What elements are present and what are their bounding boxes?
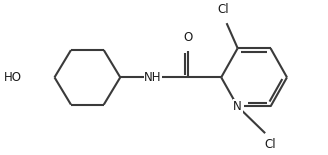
Text: HO: HO	[4, 71, 22, 84]
Text: N: N	[233, 100, 242, 113]
Text: O: O	[184, 31, 193, 44]
Text: Cl: Cl	[265, 138, 277, 151]
Text: Cl: Cl	[218, 3, 229, 16]
Text: NH: NH	[144, 71, 162, 84]
